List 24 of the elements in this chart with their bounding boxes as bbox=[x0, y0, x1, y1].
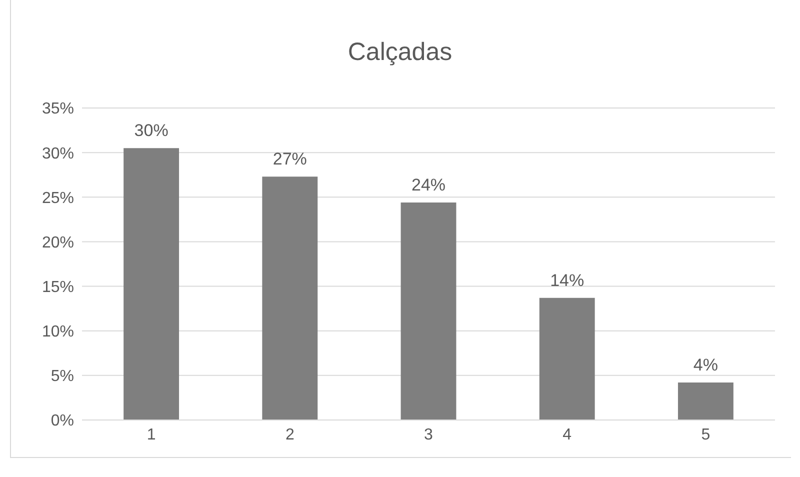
y-tick-label: 25% bbox=[42, 190, 74, 207]
x-tick-label: 4 bbox=[562, 426, 572, 444]
y-tick-label: 10% bbox=[42, 324, 74, 341]
y-tick-label: 35% bbox=[42, 100, 74, 118]
chart-title: Calçadas bbox=[346, 38, 454, 67]
bar bbox=[678, 382, 734, 420]
x-tick-label: 2 bbox=[285, 426, 294, 444]
bar bbox=[400, 202, 456, 420]
y-tick-label: 30% bbox=[42, 145, 74, 162]
bar bbox=[262, 176, 318, 420]
y-tick-label: 0% bbox=[50, 412, 74, 430]
y-tick-label: 15% bbox=[42, 278, 74, 296]
data-label: 24% bbox=[411, 175, 446, 194]
y-tick-label: 20% bbox=[42, 234, 74, 252]
x-tick-label: 1 bbox=[146, 426, 156, 444]
bar bbox=[124, 148, 180, 420]
data-label: 30% bbox=[134, 121, 168, 140]
x-tick-label: 3 bbox=[424, 426, 434, 444]
data-label: 27% bbox=[272, 150, 307, 169]
data-label: 4% bbox=[693, 356, 718, 375]
data-label: 14% bbox=[550, 270, 584, 290]
bar bbox=[539, 298, 595, 420]
y-tick-label: 5% bbox=[50, 368, 74, 386]
x-tick-label: 5 bbox=[701, 426, 710, 444]
